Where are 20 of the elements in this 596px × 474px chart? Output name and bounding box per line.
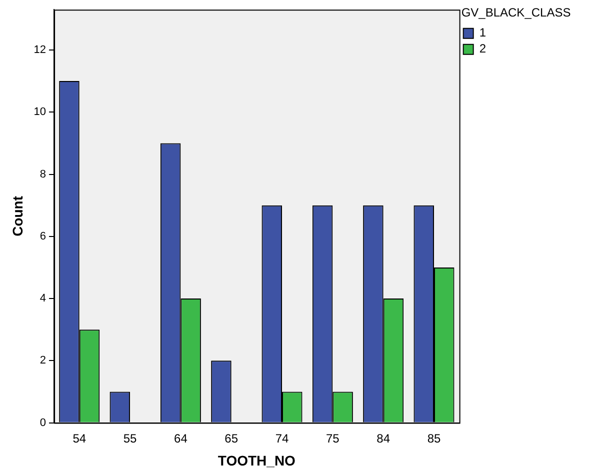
x-tick-label: 64 [174, 431, 188, 446]
legend-label: 1 [479, 26, 486, 40]
x-tick-label: 74 [275, 431, 290, 446]
y-axis-title: Count [9, 196, 26, 236]
x-tick-label: 54 [72, 431, 86, 446]
y-tick-label: 8 [40, 168, 46, 180]
x-axis-title: TOOTH_NO [218, 452, 296, 468]
x-tick-label: 75 [326, 431, 340, 446]
x-tick-label: 65 [224, 431, 238, 446]
legend-title: GV_BLACK_CLASS [461, 5, 571, 20]
y-tick-label: 2 [40, 354, 46, 367]
x-tick-label: 85 [427, 431, 441, 446]
x-tick-label: 55 [123, 431, 138, 446]
y-tick-label: 6 [40, 230, 46, 242]
y-tick-label: 4 [40, 292, 46, 305]
x-tick-label: 84 [376, 431, 390, 446]
y-tick-label: 12 [34, 44, 46, 56]
legend-label: 2 [479, 42, 486, 56]
y-tick-label: 10 [34, 106, 46, 118]
y-tick-label: 0 [40, 416, 46, 429]
